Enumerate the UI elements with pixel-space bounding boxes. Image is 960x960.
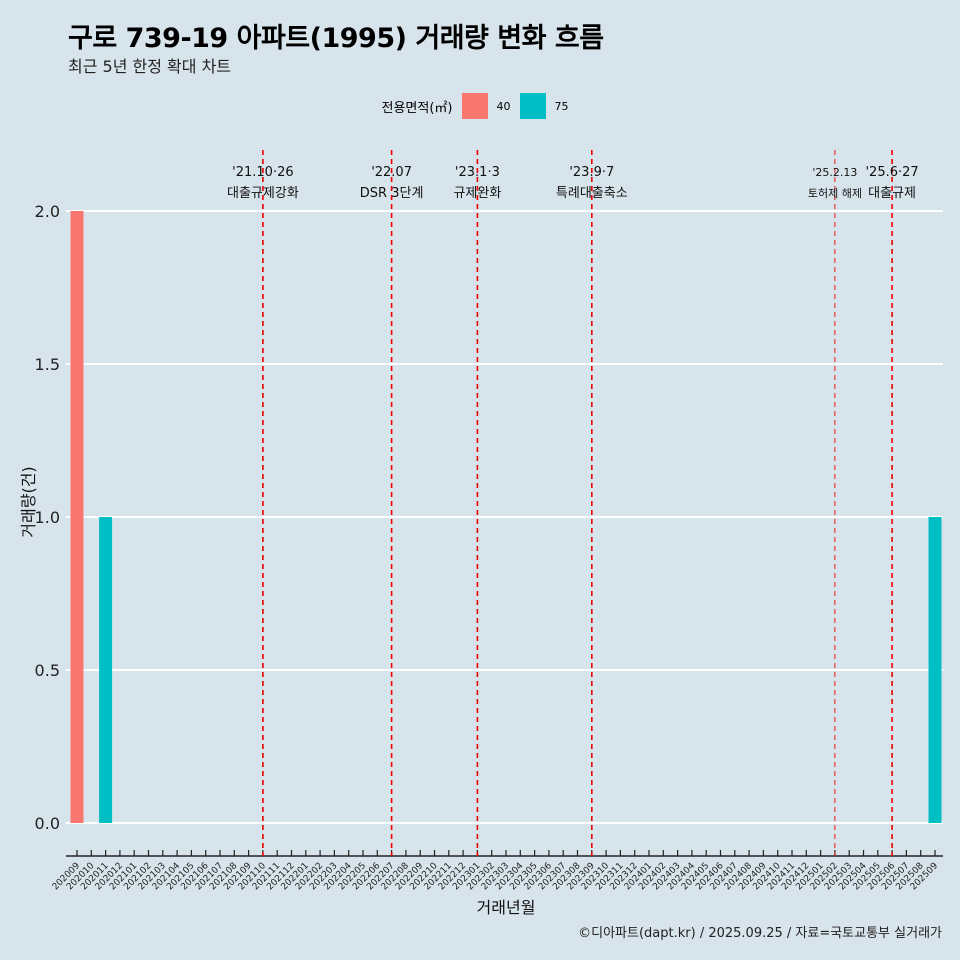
source-caption: ©디아파트(dapt.kr) / 2025.09.25 / 자료=국토교통부 실… <box>578 926 942 941</box>
event-date-202309: '23.9·7 <box>569 165 614 180</box>
event-date-202207: '22.07 <box>371 165 412 180</box>
chart-title: 구로 739-19 아파트(1995) 거래량 변화 흐름 <box>68 23 604 54</box>
event-date-202301: '23.1·3 <box>455 165 500 180</box>
y-axis-title: 거래량(건) <box>19 466 38 537</box>
legend-title: 전용면적(㎡) <box>381 100 453 116</box>
event-date-202506: '25.6·27 <box>865 165 918 180</box>
bar-40-202009 <box>70 211 84 823</box>
legend-label-40: 40 <box>496 99 511 113</box>
y-tick-label: 1.5 <box>35 355 60 374</box>
legend-label-75: 75 <box>554 99 569 113</box>
x-axis-title: 거래년월 <box>477 898 536 917</box>
legend-key-75 <box>520 93 547 119</box>
event-date-202502: '25.2.13 <box>812 166 857 179</box>
chart-subtitle: 최근 5년 한정 확대 차트 <box>68 57 232 76</box>
y-tick-label: 2.0 <box>35 202 60 221</box>
bar-75-202509 <box>928 517 942 823</box>
event-label-202506: 대출규제 <box>868 186 916 201</box>
legend-key-40 <box>462 93 489 119</box>
event-date-202110: '21.10·26 <box>232 165 293 180</box>
event-label-202309: 특례대출축소 <box>556 186 628 201</box>
event-label-202301: 규제완화 <box>453 186 501 201</box>
y-tick-label: 1.0 <box>35 508 60 527</box>
legend: 전용면적(㎡) 40 75 <box>0 93 960 119</box>
y-tick-label: 0.0 <box>35 814 60 833</box>
bar-75-202011 <box>99 517 113 823</box>
y-tick-label: 0.5 <box>35 661 60 680</box>
event-label-202502: 토허제 해제 <box>808 186 862 200</box>
event-label-202110: 대출규제강화 <box>227 186 299 201</box>
event-label-202207: DSR 3단계 <box>360 186 424 201</box>
